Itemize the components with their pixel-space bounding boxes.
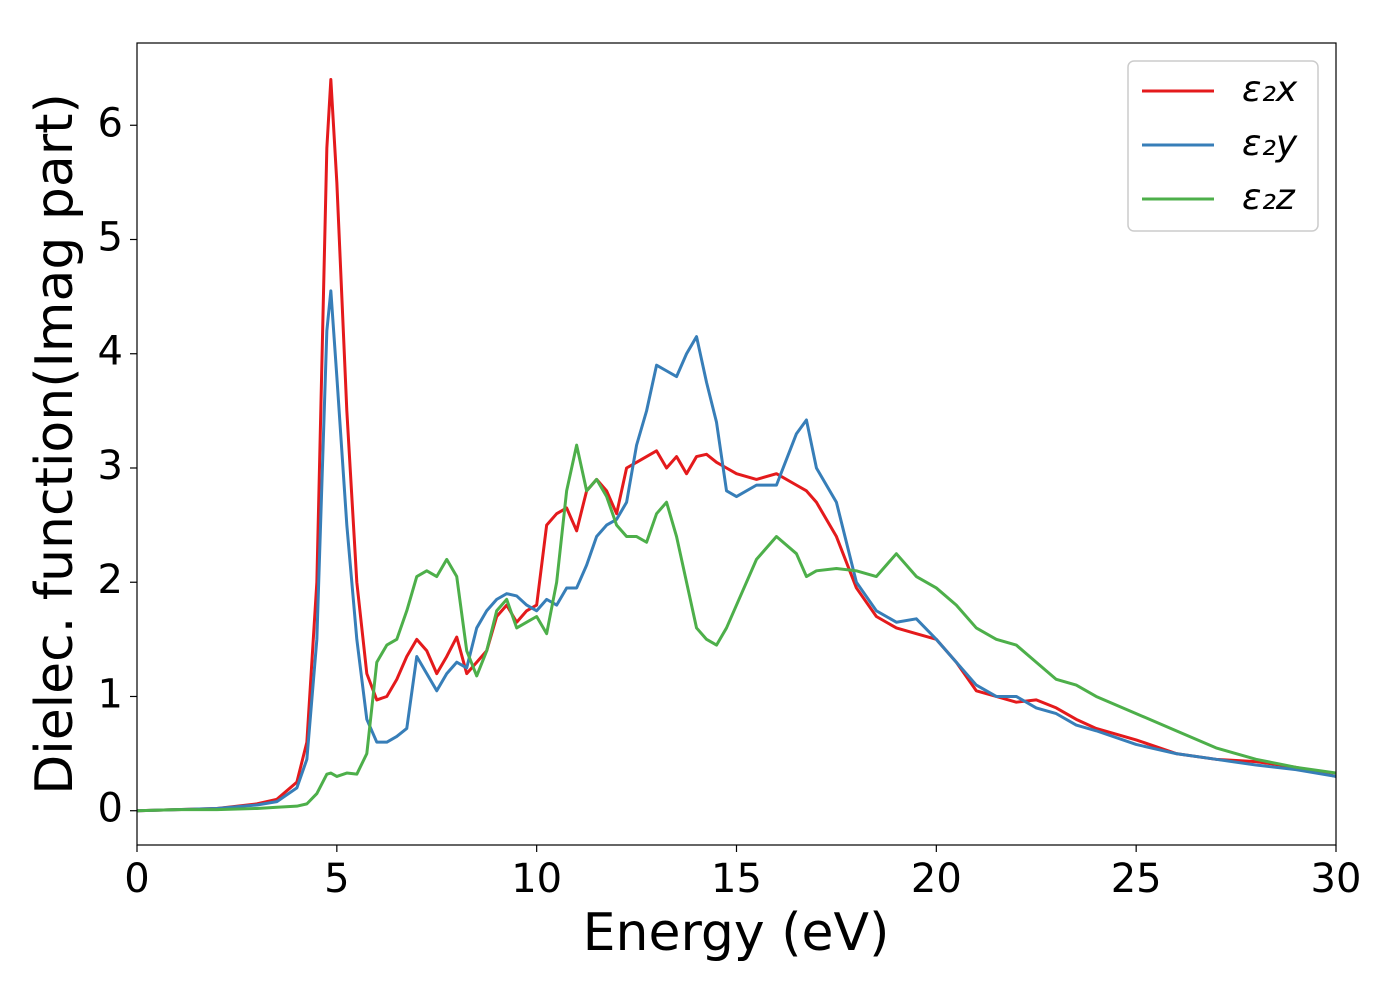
x-tick-label: 30 <box>1311 856 1362 902</box>
y-tick-label: 2 <box>98 557 123 603</box>
x-tick-label: 15 <box>711 856 762 902</box>
y-axis-label: Dielec. function(Imag part) <box>25 93 85 795</box>
x-tick-label: 25 <box>1111 856 1162 902</box>
x-tick-label: 5 <box>324 856 349 902</box>
line-series <box>137 443 1336 813</box>
y-tick-label: 3 <box>98 443 123 489</box>
y-tick-label: 4 <box>98 329 123 375</box>
line-series <box>137 78 1336 813</box>
axes-frame <box>136 42 1337 846</box>
legend-label: ε₂y <box>1242 123 1298 164</box>
y-tick-label: 1 <box>98 671 123 717</box>
x-axis-label: Energy (eV) <box>583 903 890 963</box>
x-tick-label: 0 <box>124 856 149 902</box>
legend-box <box>1127 60 1319 232</box>
y-tick-label: 6 <box>98 100 123 146</box>
x-tick-label: 10 <box>511 856 562 902</box>
legend-label: ε₂z <box>1242 177 1296 218</box>
line-series <box>137 289 1336 813</box>
x-tick-label: 20 <box>911 856 962 902</box>
y-tick-label: 0 <box>98 786 123 832</box>
legend-label: ε₂x <box>1242 69 1298 110</box>
y-tick-label: 5 <box>98 215 123 261</box>
